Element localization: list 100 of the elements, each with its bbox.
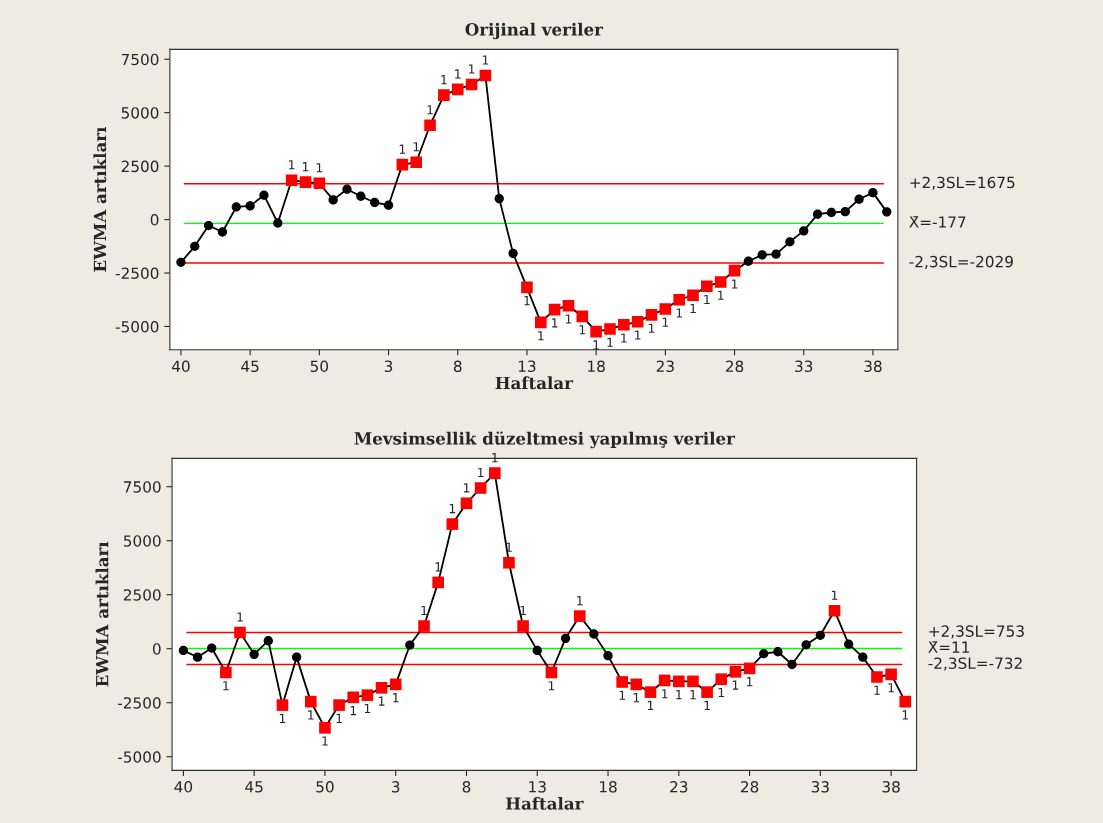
point [645,309,658,321]
annotation: 1 [455,69,461,79]
x-tick-label: 23 [656,360,674,373]
annotation: 1 [548,681,555,691]
point [616,676,628,688]
point [787,659,797,670]
point [630,678,643,691]
annotation: 1 [399,144,406,154]
point [276,699,289,711]
point [342,184,352,194]
annotation: 1 [704,700,710,710]
point [545,666,558,679]
chart-title: Orijinal veriler [465,22,604,40]
point [503,556,515,569]
annotation: 1 [607,337,613,347]
annotation: 1 [619,690,625,700]
point [701,280,713,293]
point [375,682,388,694]
point [178,645,189,656]
point [715,673,728,685]
point [291,652,302,662]
x-tick-label: 13 [529,781,546,793]
y-tick-label: 5000 [121,107,159,119]
annotation: 1 [648,323,655,333]
point [854,194,864,204]
y-tick-label: 2500 [123,589,161,601]
point [603,650,613,661]
annotation: 1 [524,296,530,306]
annotation: 1 [427,105,433,115]
point [868,187,878,198]
point [815,630,825,640]
point [548,303,561,316]
point [438,89,450,101]
y-tick-label: -2500 [118,697,161,709]
point [882,207,892,217]
x-tick-label: 8 [453,360,462,373]
annotation: 1 [413,142,420,152]
annotation: 1 [302,162,309,172]
point [589,629,599,639]
point [299,176,312,188]
point [203,220,214,231]
annotation: 1 [676,690,682,700]
point [319,721,331,734]
x-tick-label: 3 [384,360,393,373]
ref-line-label: -2,3SL=-2029 [909,255,1013,269]
point [871,671,883,683]
annotation: 1 [552,318,558,328]
point [347,691,360,704]
point [361,689,374,701]
annotation: 1 [350,706,357,716]
point [532,645,542,656]
annotation: 1 [538,331,544,341]
point [534,316,547,329]
point [220,666,232,679]
point [479,69,492,82]
x-tick-label: 28 [740,781,759,793]
annotation: 1 [237,612,243,622]
annotation: 1 [690,690,696,700]
point [644,686,657,698]
annotation: 1 [690,303,696,314]
point [396,158,409,171]
point [451,83,464,96]
annotation: 1 [662,689,668,699]
point [673,293,685,306]
x-tick-label: 45 [241,360,259,373]
annotation: 1 [621,333,627,343]
point [488,467,501,479]
point [494,193,504,204]
y-tick-label: 7500 [121,53,159,66]
point [370,197,380,208]
annotation: 1 [704,294,710,305]
ref-line-label: -2,3SL=-732 [928,657,1022,671]
y-tick-label: 0 [152,643,161,655]
annotation: 1 [888,683,894,693]
point [590,325,602,338]
point [885,668,897,681]
point [231,202,241,212]
point [843,639,854,649]
point [424,119,436,132]
annotation: 1 [579,325,586,335]
point [687,289,699,302]
point [285,174,298,187]
point [273,218,283,228]
point [729,666,742,678]
point [405,640,415,650]
point [659,303,672,315]
point [259,190,269,200]
annotation: 1 [718,290,724,300]
annotation: 1 [289,160,295,170]
point [190,241,200,251]
ref-line-label: X̄=-177 [909,216,966,228]
y-tick-label: -5000 [118,751,161,763]
point [389,678,402,691]
annotation: 1 [633,693,640,703]
annotation: 1 [421,605,427,616]
annotation: 1 [463,483,470,493]
ref-line-label: +2,3SL=1675 [910,176,1015,190]
point [517,620,529,632]
annotation: 1 [482,55,489,65]
point [207,643,217,653]
